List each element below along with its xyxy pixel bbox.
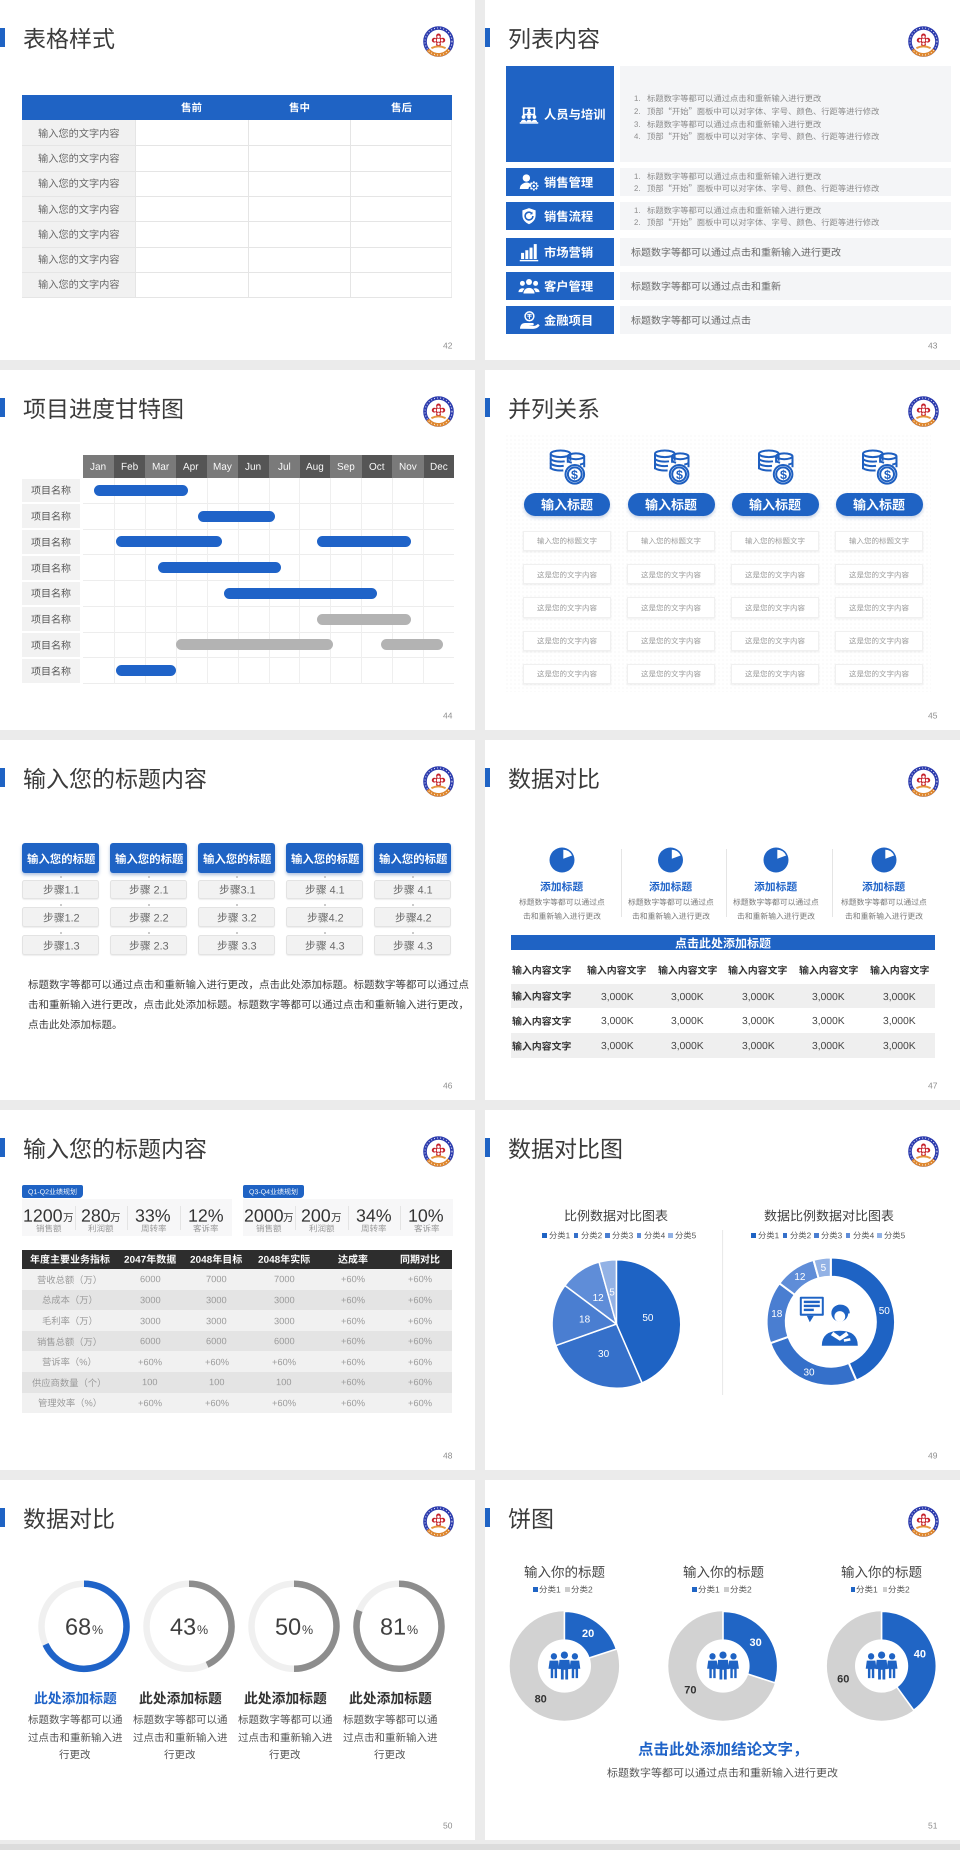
svg-text:80: 80 bbox=[535, 1693, 547, 1705]
svg-text:5: 5 bbox=[821, 1263, 827, 1274]
svg-text:70: 70 bbox=[684, 1685, 696, 1697]
svg-text:60: 60 bbox=[837, 1673, 849, 1685]
svg-text:20: 20 bbox=[582, 1628, 594, 1640]
svg-text:30: 30 bbox=[749, 1637, 761, 1649]
svg-text:12: 12 bbox=[794, 1272, 806, 1283]
svg-text:50: 50 bbox=[642, 1313, 654, 1324]
svg-text:18: 18 bbox=[771, 1309, 783, 1320]
svg-text:5: 5 bbox=[609, 1288, 615, 1299]
svg-text:30: 30 bbox=[803, 1367, 815, 1378]
svg-text:12: 12 bbox=[593, 1293, 605, 1304]
svg-text:50: 50 bbox=[879, 1306, 891, 1317]
svg-text:30: 30 bbox=[598, 1349, 610, 1360]
svg-text:18: 18 bbox=[579, 1315, 591, 1326]
svg-text:40: 40 bbox=[914, 1648, 926, 1660]
